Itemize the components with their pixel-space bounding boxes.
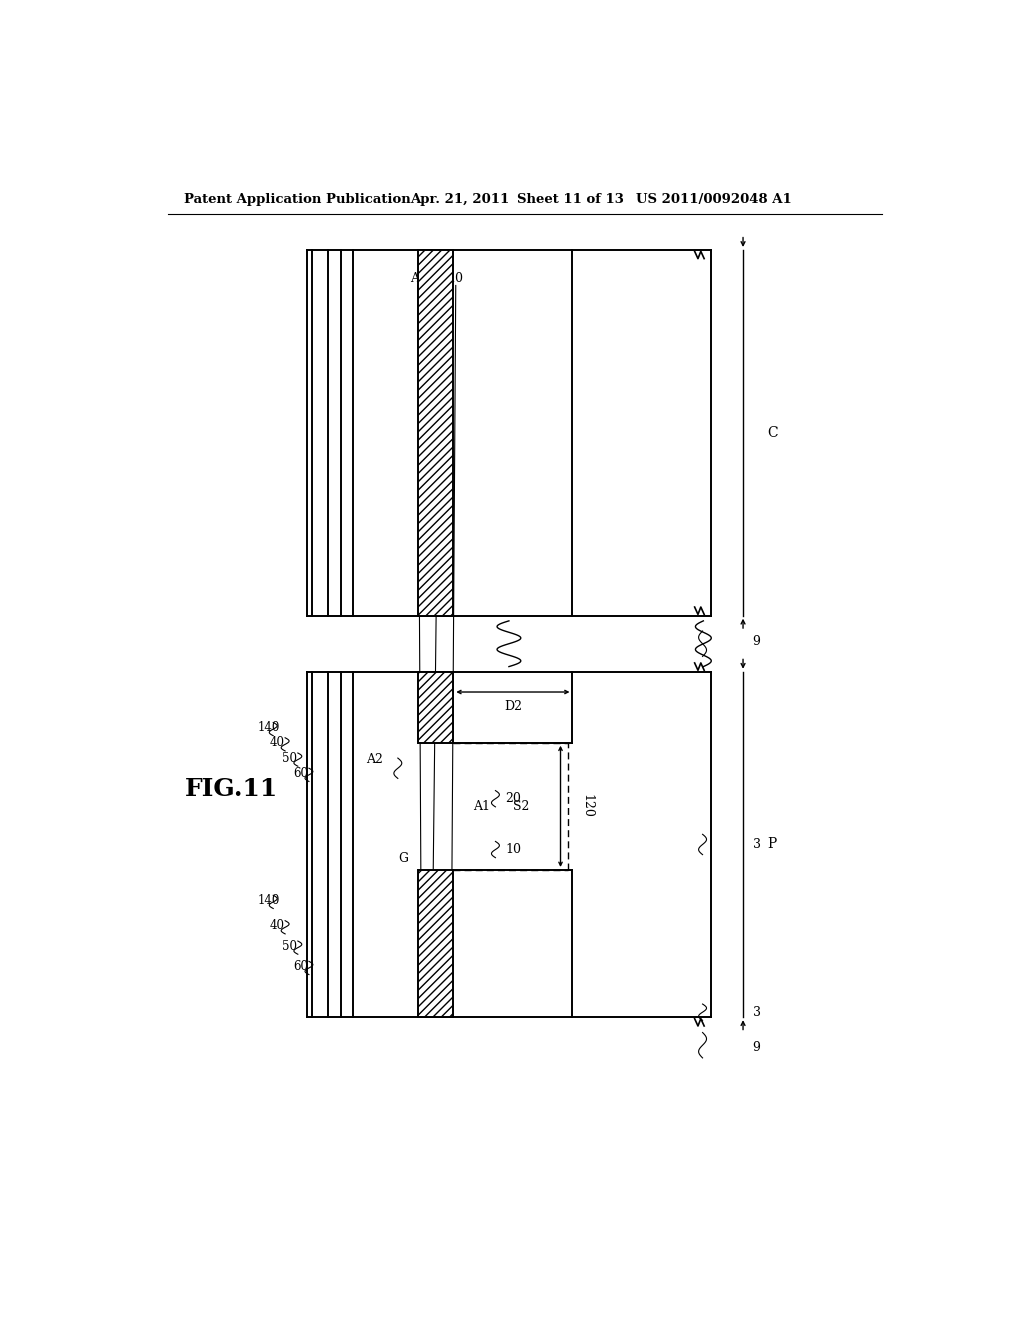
Text: A2: A2: [410, 272, 427, 285]
Text: Sheet 11 of 13: Sheet 11 of 13: [517, 193, 624, 206]
Text: 3: 3: [753, 838, 761, 851]
Text: P: P: [767, 837, 776, 851]
Text: 10: 10: [505, 843, 521, 857]
Text: 20: 20: [432, 272, 447, 285]
Text: 9: 9: [753, 1041, 761, 1055]
Text: 60: 60: [293, 767, 308, 780]
Bar: [418, 672, 454, 743]
Text: 20: 20: [505, 792, 521, 805]
Text: D2: D2: [504, 700, 522, 713]
Text: 9: 9: [753, 635, 761, 648]
Text: US 2011/0092048 A1: US 2011/0092048 A1: [636, 193, 792, 206]
Text: 50: 50: [282, 940, 297, 953]
Text: G: G: [397, 851, 408, 865]
Text: S2: S2: [513, 800, 529, 813]
Text: C: C: [767, 426, 777, 440]
Text: Apr. 21, 2011: Apr. 21, 2011: [410, 193, 509, 206]
Bar: [418, 870, 454, 1018]
Text: 140: 140: [257, 894, 280, 907]
Text: A1: A1: [473, 800, 490, 813]
Text: 40: 40: [269, 919, 285, 932]
Text: 60: 60: [293, 960, 308, 973]
Text: 140: 140: [257, 721, 280, 734]
Bar: [418, 249, 454, 615]
Text: 3: 3: [753, 1006, 761, 1019]
Text: A2: A2: [367, 752, 383, 766]
Text: 10: 10: [447, 272, 464, 285]
Text: 40: 40: [269, 737, 285, 750]
Text: FIG.11: FIG.11: [185, 776, 279, 800]
Text: Patent Application Publication: Patent Application Publication: [183, 193, 411, 206]
Text: 50: 50: [282, 751, 297, 764]
Text: 120: 120: [581, 795, 593, 818]
